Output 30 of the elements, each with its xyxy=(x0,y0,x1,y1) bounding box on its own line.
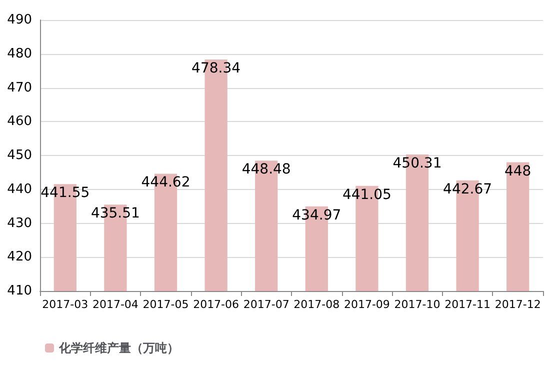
x-tick-label: 2017-12 xyxy=(494,298,541,311)
data-label: 442.67 xyxy=(443,181,492,198)
x-tick-label: 2017-10 xyxy=(394,298,440,311)
data-label: 448.48 xyxy=(242,162,291,178)
y-tick-label: 480 xyxy=(7,46,32,62)
data-label: 441.55 xyxy=(40,185,90,202)
y-tick-label: 460 xyxy=(7,114,32,130)
data-label: 444.62 xyxy=(141,174,190,191)
x-tick-label: 2017-09 xyxy=(344,298,390,311)
x-tick-label: 2017-07 xyxy=(243,298,290,311)
y-tick-label: 410 xyxy=(7,284,32,298)
y-tick-label: 490 xyxy=(7,12,32,28)
x-tick-label: 2017-06 xyxy=(193,298,240,311)
x-tick-label: 2017-03 xyxy=(42,298,88,311)
data-label: 441.05 xyxy=(342,186,392,203)
data-label: 478.34 xyxy=(192,60,241,76)
data-label: 434.97 xyxy=(292,207,342,224)
x-tick-label: 2017-11 xyxy=(444,298,491,311)
y-tick-label: 450 xyxy=(7,148,32,163)
data-label: 450.31 xyxy=(392,155,442,172)
x-tick-label: 2017-08 xyxy=(294,298,340,311)
x-tick-label: 2017-04 xyxy=(92,298,138,311)
data-label: 448 xyxy=(504,163,532,180)
y-tick-label: 440 xyxy=(7,182,32,197)
y-tick-label: 430 xyxy=(7,216,32,231)
legend-label: 化学纤维产量（万吨） xyxy=(58,341,179,355)
data-label: 435.51 xyxy=(90,206,140,222)
x-tick-label: 2017-05 xyxy=(142,298,189,311)
y-tick-label: 420 xyxy=(7,250,32,265)
y-tick-label: 470 xyxy=(7,80,32,96)
